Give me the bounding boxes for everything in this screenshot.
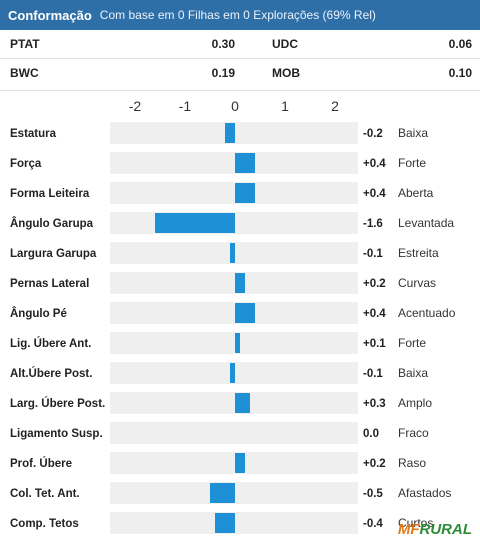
- index-value-ptat: 0.30: [211, 37, 235, 51]
- row-band: [110, 332, 358, 354]
- mfrural-logo: MFRURAL: [397, 521, 472, 538]
- index-label-bwc: BWC: [10, 66, 39, 80]
- trait-label: Lig. Úbere Ant.: [10, 337, 91, 350]
- value-label: +0.2: [363, 278, 386, 290]
- trait-label: Comp. Tetos: [10, 518, 79, 530]
- description-label: Curvas: [398, 276, 436, 290]
- description-label: Forte: [398, 336, 426, 350]
- value-label: +0.3: [363, 398, 386, 410]
- trait-label: Ângulo Pé: [10, 307, 67, 320]
- description-label: Amplo: [398, 396, 432, 410]
- row-band: [110, 302, 358, 324]
- divider: [0, 90, 480, 91]
- description-label: Forte: [398, 156, 426, 170]
- index-value-udc: 0.06: [448, 37, 472, 51]
- description-label: Aberta: [398, 186, 434, 200]
- value-label: +0.4: [363, 188, 386, 200]
- value-label: -0.1: [363, 248, 383, 260]
- value-label: +0.4: [363, 308, 386, 320]
- index-label-ptat: PTAT: [10, 37, 40, 51]
- description-label: Baixa: [398, 366, 428, 380]
- row-band: [110, 182, 358, 204]
- value-label: +0.4: [363, 158, 386, 170]
- description-label: Levantada: [398, 216, 454, 230]
- header-bar: Conformação Com base em 0 Filhas em 0 Ex…: [0, 0, 480, 30]
- description-label: Afastados: [398, 486, 451, 500]
- value-label: +0.2: [363, 458, 386, 470]
- trait-label: Largura Garupa: [10, 248, 97, 260]
- bar: [230, 363, 235, 383]
- row-band: [110, 272, 358, 294]
- page-subtitle: Com base em 0 Filhas em 0 Explorações (6…: [99, 8, 376, 22]
- description-label: Baixa: [398, 126, 428, 140]
- index-value-mob: 0.10: [448, 66, 472, 80]
- value-label: -0.5: [363, 488, 383, 500]
- trait-label: Ligamento Susp.: [10, 428, 103, 440]
- index-label-mob: MOB: [272, 66, 300, 80]
- index-row-2: BWC 0.19 MOB 0.10: [0, 59, 480, 87]
- value-label: +0.1: [363, 338, 386, 350]
- bar: [225, 123, 235, 143]
- row-band: [110, 152, 358, 174]
- index-value-bwc: 0.19: [211, 66, 235, 80]
- trait-label: Prof. Úbere: [10, 457, 72, 470]
- row-band: [110, 392, 358, 414]
- bar: [235, 273, 245, 293]
- page-title: Conformação: [8, 7, 92, 23]
- description-label: Acentuado: [398, 306, 456, 320]
- x-tick-label: 0: [231, 98, 239, 114]
- bar: [235, 393, 250, 413]
- x-tick-label: 1: [281, 98, 289, 114]
- x-tick-label: -2: [129, 98, 142, 114]
- x-tick-label: 2: [331, 98, 339, 114]
- bar: [235, 333, 240, 353]
- value-label: -0.2: [363, 128, 383, 140]
- x-tick-label: -1: [179, 98, 192, 114]
- trait-label: Col. Tet. Ant.: [10, 488, 80, 500]
- value-label: -0.1: [363, 368, 383, 380]
- value-label: -0.4: [363, 518, 383, 530]
- trait-label: Ângulo Garupa: [10, 217, 94, 230]
- trait-label: Larg. Úbere Post.: [10, 397, 105, 410]
- trait-label: Pernas Lateral: [10, 278, 89, 290]
- index-label-udc: UDC: [272, 37, 298, 51]
- bar: [215, 513, 235, 533]
- description-label: Raso: [398, 456, 426, 470]
- bar: [235, 453, 245, 473]
- value-label: 0.0: [363, 428, 379, 440]
- bar: [235, 153, 255, 173]
- description-label: Curtos: [398, 516, 433, 530]
- bar: [235, 303, 255, 323]
- trait-label: Força: [10, 158, 42, 170]
- description-label: Fraco: [398, 426, 429, 440]
- description-label: Estreita: [398, 246, 439, 260]
- value-label: -1.6: [363, 218, 383, 230]
- trait-label: Estatura: [10, 128, 57, 140]
- bar: [155, 213, 235, 233]
- bar: [235, 183, 255, 203]
- bar: [230, 243, 235, 263]
- divider: [0, 58, 480, 59]
- row-band: [110, 452, 358, 474]
- index-row-1: PTAT 0.30 UDC 0.06: [0, 30, 480, 58]
- trait-label: Forma Leiteira: [10, 188, 90, 200]
- bar: [210, 483, 235, 503]
- row-band: [110, 422, 358, 444]
- trait-label: Alt.Úbere Post.: [10, 367, 92, 380]
